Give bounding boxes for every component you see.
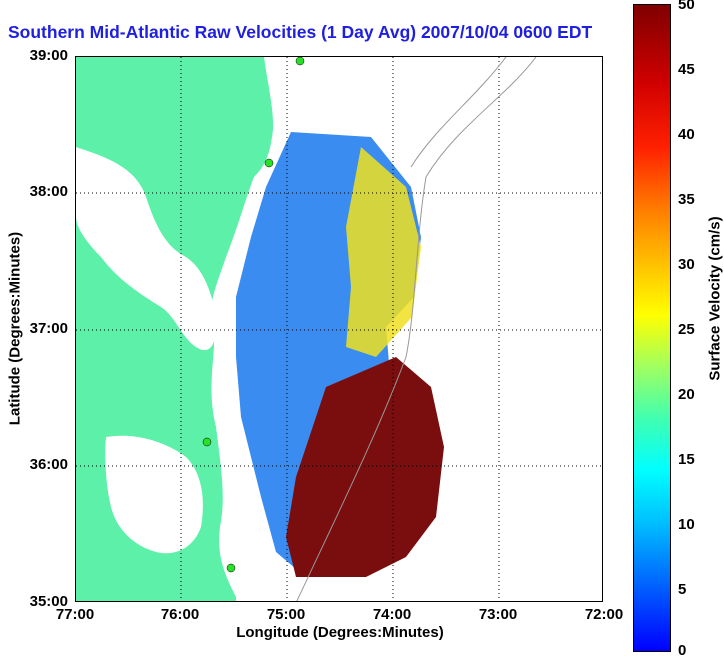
y-tick: 37:00 — [29, 320, 68, 337]
colorbar-tick: 15 — [678, 451, 695, 468]
y-tick: 38:00 — [29, 183, 68, 200]
colorbar-tick: 0 — [678, 642, 687, 659]
velocity-field-high — [286, 357, 444, 577]
colorbar-tick: 30 — [678, 256, 695, 273]
y-tick: 35:00 — [29, 593, 68, 610]
x-tick: 75:00 — [266, 606, 306, 623]
colorbar-tick: 5 — [678, 581, 687, 598]
x-tick: 77:00 — [55, 606, 95, 623]
x-tick: 74:00 — [372, 606, 412, 623]
radar-station[interactable] — [264, 158, 274, 168]
velocity-map — [76, 57, 602, 601]
colorbar-tick: 10 — [678, 516, 695, 533]
colorbar-tick: 35 — [678, 191, 695, 208]
colorbar-tick: 45 — [678, 61, 695, 78]
radar-station[interactable] — [295, 57, 305, 66]
radar-station[interactable] — [226, 563, 236, 573]
bathymetry-contour — [296, 57, 537, 601]
x-tick: 73:00 — [478, 606, 518, 623]
bathymetry-contour — [410, 57, 507, 168]
x-tick: 76:00 — [160, 606, 200, 623]
x-tick: 72:00 — [584, 606, 624, 623]
chesapeake-bay — [76, 147, 217, 351]
y-tick: 39:00 — [29, 47, 68, 64]
colorbar-tick: 40 — [678, 126, 695, 143]
velocity-field-mid — [346, 147, 421, 357]
x-axis-label: Longitude (Degrees:Minutes) — [236, 624, 444, 641]
y-tick: 36:00 — [29, 456, 68, 473]
map-grid — [76, 57, 602, 601]
colorbar — [633, 4, 671, 652]
colorbar-tick: 20 — [678, 386, 695, 403]
radar-station[interactable] — [202, 437, 212, 447]
colorbar-tick: 25 — [678, 321, 695, 338]
sound-water — [105, 435, 203, 554]
colorbar-label: Surface Velocity (cm/s) — [706, 216, 724, 381]
y-axis-label: Latitude (Degrees:Minutes) — [6, 231, 24, 426]
colorbar-tick: 50 — [678, 0, 695, 13]
map-plot-area — [75, 56, 603, 602]
map-title: Southern Mid-Atlantic Raw Velocities (1 … — [8, 22, 593, 42]
